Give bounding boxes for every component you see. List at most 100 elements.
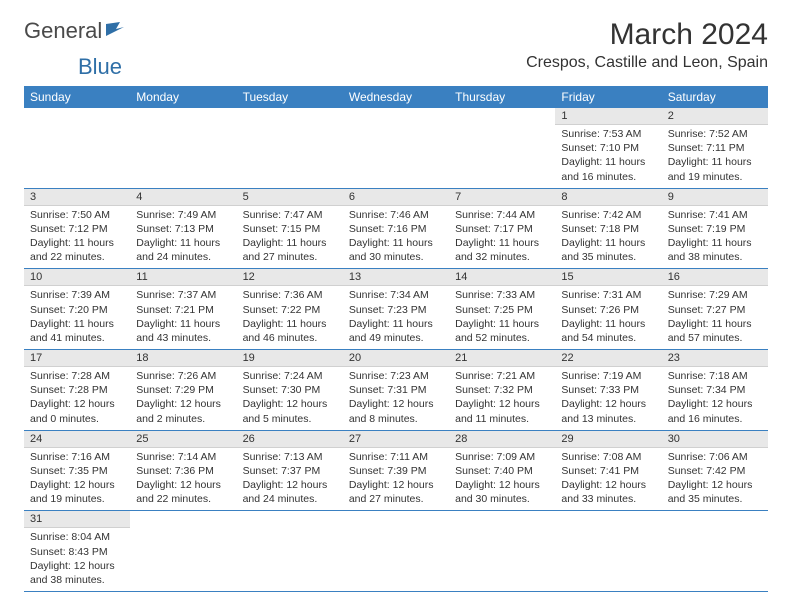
day-data: Sunrise: 7:06 AMSunset: 7:42 PMDaylight:…: [662, 448, 768, 511]
day-data: Sunrise: 7:53 AMSunset: 7:10 PMDaylight:…: [555, 125, 661, 188]
day-number: 12: [237, 269, 343, 286]
calendar-day-cell: [343, 108, 449, 188]
calendar-week-row: 1Sunrise: 7:53 AMSunset: 7:10 PMDaylight…: [24, 108, 768, 188]
day-number: 31: [24, 511, 130, 528]
location: Crespos, Castille and Leon, Spain: [526, 54, 768, 72]
day-number: 13: [343, 269, 449, 286]
day-data: Sunrise: 7:31 AMSunset: 7:26 PMDaylight:…: [555, 286, 661, 349]
calendar-day-cell: 11Sunrise: 7:37 AMSunset: 7:21 PMDayligh…: [130, 269, 236, 350]
calendar-day-cell: 23Sunrise: 7:18 AMSunset: 7:34 PMDayligh…: [662, 350, 768, 431]
calendar-day-cell: 30Sunrise: 7:06 AMSunset: 7:42 PMDayligh…: [662, 430, 768, 511]
day-data: Sunrise: 7:37 AMSunset: 7:21 PMDaylight:…: [130, 286, 236, 349]
day-number: 28: [449, 431, 555, 448]
calendar-day-cell: 27Sunrise: 7:11 AMSunset: 7:39 PMDayligh…: [343, 430, 449, 511]
day-data: Sunrise: 7:18 AMSunset: 7:34 PMDaylight:…: [662, 367, 768, 430]
calendar-day-cell: [343, 511, 449, 592]
title-block: March 2024 Crespos, Castille and Leon, S…: [526, 18, 768, 72]
calendar-week-row: 17Sunrise: 7:28 AMSunset: 7:28 PMDayligh…: [24, 350, 768, 431]
calendar-day-cell: 26Sunrise: 7:13 AMSunset: 7:37 PMDayligh…: [237, 430, 343, 511]
day-data: Sunrise: 7:46 AMSunset: 7:16 PMDaylight:…: [343, 206, 449, 269]
weekday-header: Sunday: [24, 86, 130, 108]
day-data: Sunrise: 7:36 AMSunset: 7:22 PMDaylight:…: [237, 286, 343, 349]
day-number: 3: [24, 189, 130, 206]
day-data: Sunrise: 7:24 AMSunset: 7:30 PMDaylight:…: [237, 367, 343, 430]
day-data: Sunrise: 7:41 AMSunset: 7:19 PMDaylight:…: [662, 206, 768, 269]
calendar-day-cell: 22Sunrise: 7:19 AMSunset: 7:33 PMDayligh…: [555, 350, 661, 431]
calendar-day-cell: [449, 108, 555, 188]
weekday-header: Friday: [555, 86, 661, 108]
calendar-day-cell: [130, 108, 236, 188]
day-number: 15: [555, 269, 661, 286]
calendar-day-cell: 9Sunrise: 7:41 AMSunset: 7:19 PMDaylight…: [662, 188, 768, 269]
day-data: Sunrise: 7:19 AMSunset: 7:33 PMDaylight:…: [555, 367, 661, 430]
day-number: 6: [343, 189, 449, 206]
calendar-day-cell: 29Sunrise: 7:08 AMSunset: 7:41 PMDayligh…: [555, 430, 661, 511]
day-number: 23: [662, 350, 768, 367]
day-data: Sunrise: 7:08 AMSunset: 7:41 PMDaylight:…: [555, 448, 661, 511]
day-number: 4: [130, 189, 236, 206]
brand-logo: General: [24, 18, 130, 44]
day-data: Sunrise: 7:11 AMSunset: 7:39 PMDaylight:…: [343, 448, 449, 511]
calendar-day-cell: 24Sunrise: 7:16 AMSunset: 7:35 PMDayligh…: [24, 430, 130, 511]
calendar-week-row: 31Sunrise: 8:04 AMSunset: 8:43 PMDayligh…: [24, 511, 768, 592]
day-number: 14: [449, 269, 555, 286]
weekday-header: Wednesday: [343, 86, 449, 108]
calendar-day-cell: [555, 511, 661, 592]
day-data: Sunrise: 7:14 AMSunset: 7:36 PMDaylight:…: [130, 448, 236, 511]
day-data: Sunrise: 7:44 AMSunset: 7:17 PMDaylight:…: [449, 206, 555, 269]
day-data: Sunrise: 7:21 AMSunset: 7:32 PMDaylight:…: [449, 367, 555, 430]
day-data: Sunrise: 7:26 AMSunset: 7:29 PMDaylight:…: [130, 367, 236, 430]
calendar-day-cell: 1Sunrise: 7:53 AMSunset: 7:10 PMDaylight…: [555, 108, 661, 188]
day-data: Sunrise: 7:49 AMSunset: 7:13 PMDaylight:…: [130, 206, 236, 269]
day-number: 1: [555, 108, 661, 125]
day-data: Sunrise: 7:42 AMSunset: 7:18 PMDaylight:…: [555, 206, 661, 269]
calendar-day-cell: [237, 108, 343, 188]
day-number: 29: [555, 431, 661, 448]
weekday-header: Tuesday: [237, 86, 343, 108]
day-number: 11: [130, 269, 236, 286]
day-number: 22: [555, 350, 661, 367]
calendar-day-cell: [130, 511, 236, 592]
day-data: Sunrise: 7:09 AMSunset: 7:40 PMDaylight:…: [449, 448, 555, 511]
day-number: 7: [449, 189, 555, 206]
day-data: Sunrise: 7:28 AMSunset: 7:28 PMDaylight:…: [24, 367, 130, 430]
calendar-week-row: 24Sunrise: 7:16 AMSunset: 7:35 PMDayligh…: [24, 430, 768, 511]
weekday-header: Thursday: [449, 86, 555, 108]
calendar-day-cell: 31Sunrise: 8:04 AMSunset: 8:43 PMDayligh…: [24, 511, 130, 592]
calendar-day-cell: 5Sunrise: 7:47 AMSunset: 7:15 PMDaylight…: [237, 188, 343, 269]
day-data: Sunrise: 7:23 AMSunset: 7:31 PMDaylight:…: [343, 367, 449, 430]
calendar-day-cell: 19Sunrise: 7:24 AMSunset: 7:30 PMDayligh…: [237, 350, 343, 431]
calendar-day-cell: 20Sunrise: 7:23 AMSunset: 7:31 PMDayligh…: [343, 350, 449, 431]
day-data: Sunrise: 7:50 AMSunset: 7:12 PMDaylight:…: [24, 206, 130, 269]
calendar-day-cell: 16Sunrise: 7:29 AMSunset: 7:27 PMDayligh…: [662, 269, 768, 350]
calendar-day-cell: [662, 511, 768, 592]
day-data: Sunrise: 7:13 AMSunset: 7:37 PMDaylight:…: [237, 448, 343, 511]
calendar-day-cell: 8Sunrise: 7:42 AMSunset: 7:18 PMDaylight…: [555, 188, 661, 269]
day-data: Sunrise: 8:04 AMSunset: 8:43 PMDaylight:…: [24, 528, 130, 591]
calendar-day-cell: [449, 511, 555, 592]
day-data: Sunrise: 7:52 AMSunset: 7:11 PMDaylight:…: [662, 125, 768, 188]
day-data: Sunrise: 7:16 AMSunset: 7:35 PMDaylight:…: [24, 448, 130, 511]
calendar-day-cell: 17Sunrise: 7:28 AMSunset: 7:28 PMDayligh…: [24, 350, 130, 431]
calendar-table: SundayMondayTuesdayWednesdayThursdayFrid…: [24, 86, 768, 592]
calendar-day-cell: [24, 108, 130, 188]
calendar-day-cell: [237, 511, 343, 592]
calendar-day-cell: 10Sunrise: 7:39 AMSunset: 7:20 PMDayligh…: [24, 269, 130, 350]
brand-name-1: General: [24, 18, 102, 44]
day-number: 16: [662, 269, 768, 286]
calendar-week-row: 10Sunrise: 7:39 AMSunset: 7:20 PMDayligh…: [24, 269, 768, 350]
day-number: 2: [662, 108, 768, 125]
month-title: March 2024: [526, 18, 768, 52]
weekday-header-row: SundayMondayTuesdayWednesdayThursdayFrid…: [24, 86, 768, 108]
weekday-header: Monday: [130, 86, 236, 108]
day-number: 20: [343, 350, 449, 367]
calendar-day-cell: 4Sunrise: 7:49 AMSunset: 7:13 PMDaylight…: [130, 188, 236, 269]
day-number: 10: [24, 269, 130, 286]
day-number: 19: [237, 350, 343, 367]
calendar-day-cell: 21Sunrise: 7:21 AMSunset: 7:32 PMDayligh…: [449, 350, 555, 431]
day-number: 5: [237, 189, 343, 206]
day-number: 21: [449, 350, 555, 367]
calendar-day-cell: 18Sunrise: 7:26 AMSunset: 7:29 PMDayligh…: [130, 350, 236, 431]
day-number: 25: [130, 431, 236, 448]
day-number: 8: [555, 189, 661, 206]
